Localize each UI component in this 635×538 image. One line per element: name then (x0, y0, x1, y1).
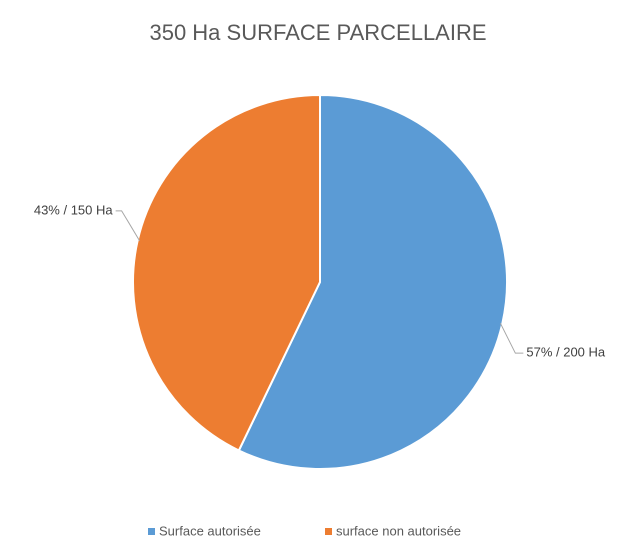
data-label: 43% / 150 Ha (34, 202, 114, 217)
legend-swatch (325, 528, 332, 535)
leader-line (115, 210, 141, 242)
data-label: 57% / 200 Ha (526, 345, 606, 360)
chart-title: 350 Ha SURFACE PARCELLAIRE (149, 20, 486, 45)
pie-slice (132, 93, 321, 452)
legend-label: surface non autorisée (336, 523, 461, 538)
pie-slice (237, 93, 508, 470)
leader-line (499, 322, 524, 354)
legend-swatch (148, 528, 155, 535)
legend-label: Surface autorisée (159, 523, 261, 538)
